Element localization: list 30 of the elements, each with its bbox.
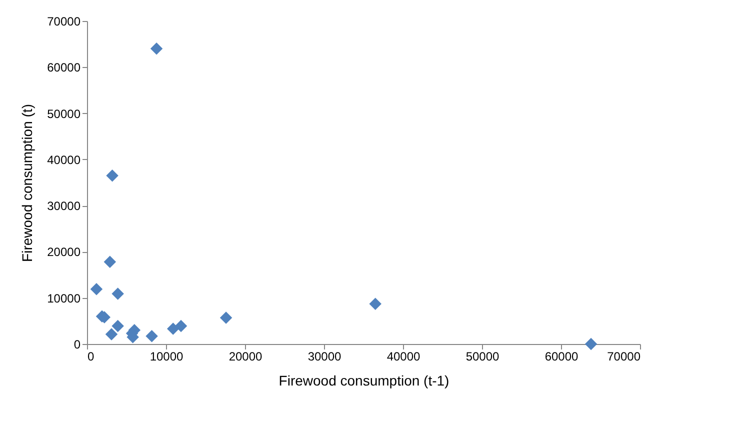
point <box>112 288 124 300</box>
point <box>112 320 124 332</box>
y-tick-label: 0 <box>74 338 81 352</box>
x-tick-label: 40000 <box>386 350 421 364</box>
y-tick-label: 10000 <box>47 291 81 306</box>
y-tick-label: 60000 <box>47 60 81 75</box>
point <box>106 169 118 182</box>
point <box>220 312 232 324</box>
y-tick-label: 30000 <box>47 199 81 214</box>
point <box>174 320 188 332</box>
x-tick-label: 50000 <box>466 350 500 364</box>
y-tick-label: 70000 <box>47 14 81 28</box>
y-tick-label: 50000 <box>47 106 81 121</box>
point <box>150 42 163 55</box>
point <box>146 330 158 342</box>
x-tick-label: 20000 <box>228 350 263 364</box>
y-tick-label: 20000 <box>47 245 81 260</box>
point <box>105 328 118 340</box>
x-tick-label: 0 <box>88 350 94 364</box>
x-tick-label: 70000 <box>607 350 641 364</box>
point <box>104 256 116 268</box>
x-tick-label: 10000 <box>150 350 184 364</box>
point <box>584 338 598 350</box>
y-tick-label: 40000 <box>47 152 81 167</box>
x-axis-title: Firewood consumption (t-1) <box>278 372 450 388</box>
x-tick-label: 60000 <box>544 350 579 364</box>
x-tick-label: 30000 <box>308 350 342 364</box>
y-axis-title: Firewood consumption (t) <box>19 104 36 262</box>
point <box>90 282 103 296</box>
point <box>369 298 382 310</box>
